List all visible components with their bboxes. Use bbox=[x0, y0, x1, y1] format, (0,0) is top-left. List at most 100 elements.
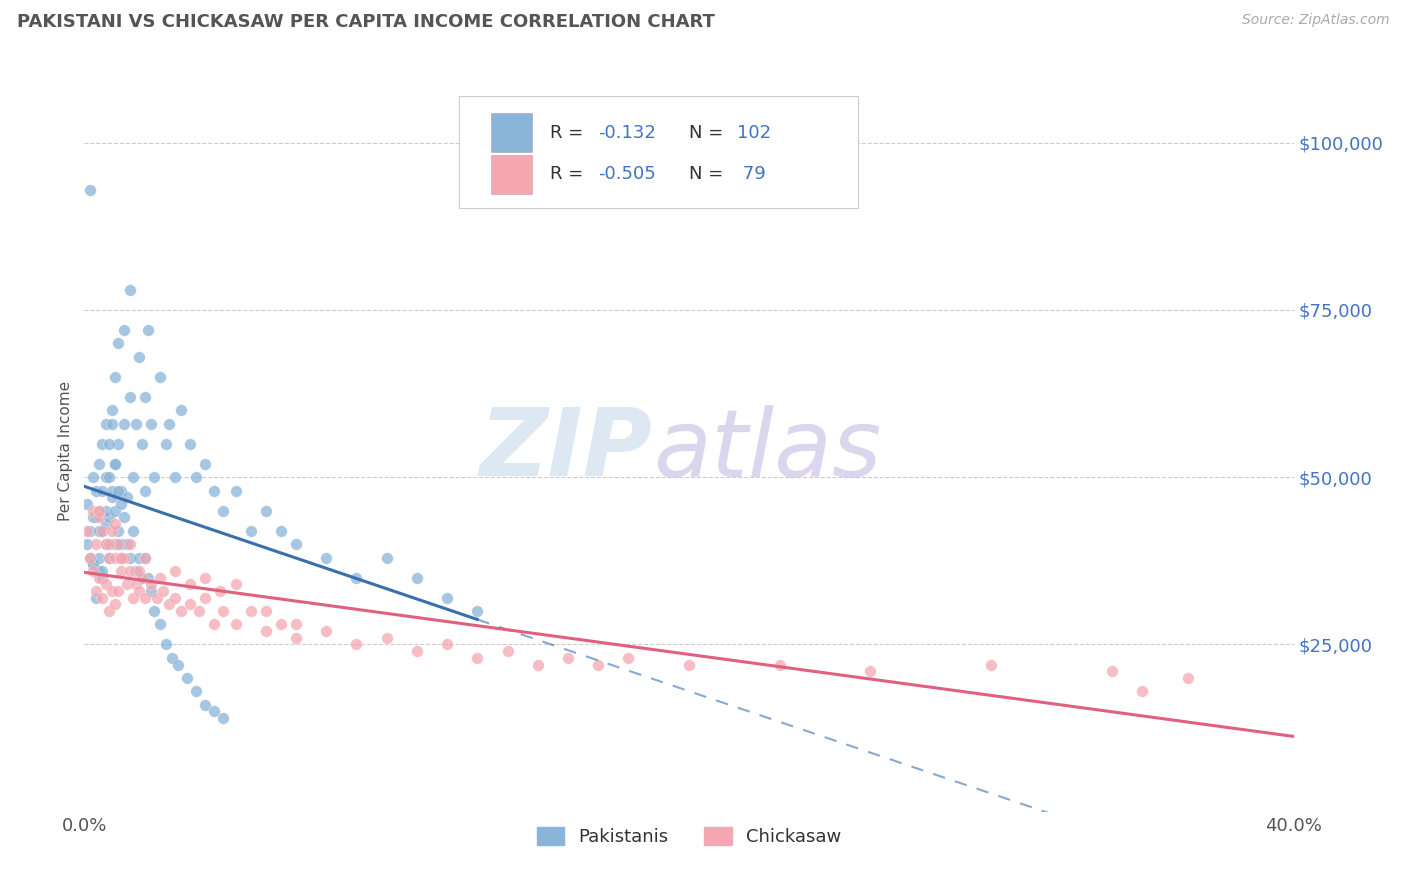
Point bbox=[97, 550, 120, 565]
Point bbox=[107, 483, 129, 498]
Text: N =: N = bbox=[689, 165, 728, 184]
Point bbox=[375, 631, 398, 645]
Text: atlas: atlas bbox=[652, 405, 882, 496]
Point bbox=[107, 436, 129, 450]
Point bbox=[76, 537, 98, 551]
Point bbox=[1130, 684, 1153, 698]
Point bbox=[134, 390, 156, 404]
Point bbox=[82, 557, 104, 572]
Point bbox=[104, 457, 127, 471]
Point bbox=[239, 524, 262, 538]
Text: PAKISTANI VS CHICKASAW PER CAPITA INCOME CORRELATION CHART: PAKISTANI VS CHICKASAW PER CAPITA INCOME… bbox=[17, 13, 714, 31]
Point bbox=[557, 651, 579, 665]
Point bbox=[225, 617, 247, 632]
Point bbox=[1101, 664, 1123, 679]
Point bbox=[112, 417, 135, 431]
Point bbox=[194, 457, 217, 471]
Point bbox=[165, 470, 187, 484]
Point bbox=[121, 591, 143, 605]
Point bbox=[89, 503, 111, 517]
Point bbox=[86, 584, 108, 599]
Point bbox=[91, 591, 114, 605]
Point bbox=[100, 403, 122, 417]
Point bbox=[118, 550, 141, 565]
Point bbox=[89, 550, 111, 565]
Point bbox=[86, 483, 108, 498]
Point bbox=[186, 684, 208, 698]
Point bbox=[115, 577, 138, 591]
Point bbox=[100, 584, 122, 599]
Text: N =: N = bbox=[689, 124, 728, 142]
Point bbox=[91, 436, 114, 450]
Point bbox=[115, 491, 138, 505]
Point bbox=[212, 604, 235, 618]
Point bbox=[125, 564, 148, 578]
Point bbox=[155, 436, 177, 450]
Point bbox=[142, 470, 165, 484]
Point bbox=[110, 497, 132, 511]
Point bbox=[134, 550, 156, 565]
Point bbox=[149, 571, 172, 585]
Text: ZIP: ZIP bbox=[479, 404, 652, 497]
Point bbox=[112, 323, 135, 337]
Point bbox=[97, 436, 120, 450]
Point bbox=[110, 537, 132, 551]
Point bbox=[89, 564, 111, 578]
Point bbox=[346, 571, 368, 585]
Point bbox=[82, 564, 104, 578]
Point bbox=[859, 664, 882, 679]
Point bbox=[142, 604, 165, 618]
Point bbox=[76, 497, 98, 511]
Point bbox=[406, 644, 429, 658]
FancyBboxPatch shape bbox=[491, 155, 531, 194]
Point bbox=[617, 651, 640, 665]
Point bbox=[91, 483, 114, 498]
Point bbox=[94, 517, 117, 532]
Point bbox=[769, 657, 792, 672]
Text: R =: R = bbox=[550, 124, 589, 142]
Point bbox=[285, 617, 308, 632]
Point bbox=[79, 550, 101, 565]
Point bbox=[94, 537, 117, 551]
Point bbox=[170, 403, 193, 417]
Point bbox=[94, 503, 117, 517]
Point bbox=[82, 503, 104, 517]
Point bbox=[254, 624, 277, 639]
Point bbox=[128, 584, 150, 599]
Point bbox=[118, 390, 141, 404]
Point bbox=[94, 537, 117, 551]
Point bbox=[104, 457, 127, 471]
Point bbox=[100, 483, 122, 498]
Point bbox=[79, 524, 101, 538]
Point bbox=[89, 571, 111, 585]
Point bbox=[139, 577, 162, 591]
Text: -0.505: -0.505 bbox=[599, 165, 657, 184]
Point bbox=[97, 510, 120, 524]
Point bbox=[194, 698, 217, 712]
Point bbox=[186, 470, 208, 484]
Point bbox=[346, 637, 368, 651]
Point bbox=[86, 591, 108, 605]
Legend: Pakistanis, Chickasaw: Pakistanis, Chickasaw bbox=[530, 820, 848, 854]
Point bbox=[128, 350, 150, 364]
Point bbox=[89, 524, 111, 538]
Point bbox=[97, 604, 120, 618]
Text: -0.132: -0.132 bbox=[599, 124, 657, 142]
Point bbox=[160, 651, 183, 665]
Point bbox=[225, 483, 247, 498]
Point bbox=[467, 604, 489, 618]
Point bbox=[104, 517, 127, 532]
Point bbox=[89, 503, 111, 517]
Point bbox=[315, 624, 337, 639]
Point bbox=[134, 483, 156, 498]
FancyBboxPatch shape bbox=[491, 113, 531, 152]
Point bbox=[131, 571, 153, 585]
Point bbox=[179, 577, 201, 591]
Text: R =: R = bbox=[550, 165, 589, 184]
Text: Source: ZipAtlas.com: Source: ZipAtlas.com bbox=[1241, 13, 1389, 28]
Point bbox=[79, 550, 101, 565]
Point bbox=[146, 591, 169, 605]
Point bbox=[167, 657, 190, 672]
Point bbox=[270, 617, 292, 632]
Point bbox=[97, 550, 120, 565]
